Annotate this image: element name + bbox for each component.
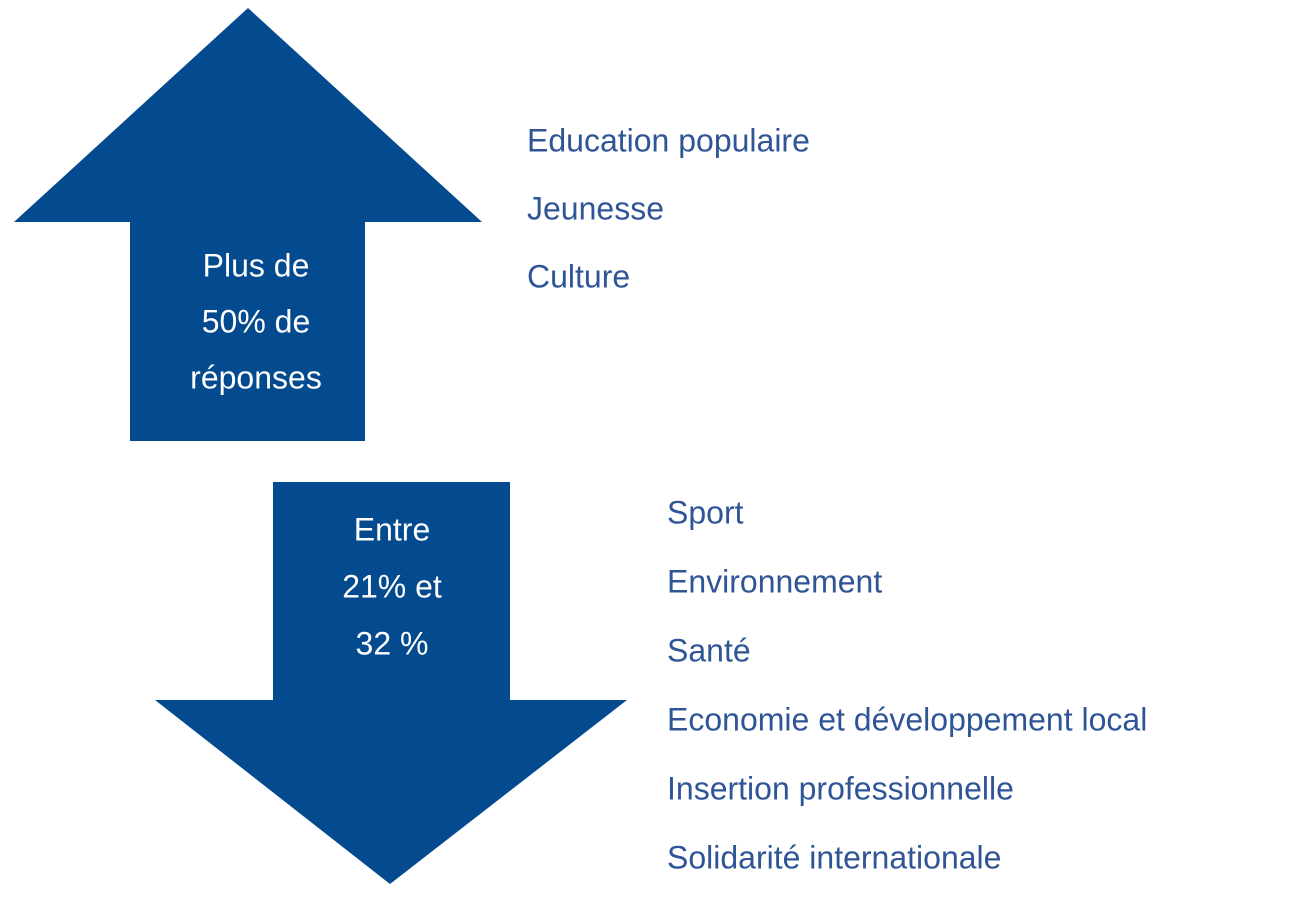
up-arrow [14,8,482,441]
arrow-label: 21% et [342,568,442,604]
list-item: Santé [667,632,751,668]
list-item: Economie et développement local [667,701,1147,737]
list-item: Insertion professionnelle [667,770,1014,806]
list-item: Sport [667,494,744,530]
list-item: Jeunesse [527,190,664,226]
list-item: Environnement [667,563,882,599]
arrow-label: Plus de [203,247,310,283]
list-item: Education populaire [527,122,810,158]
down-arrow [155,482,627,884]
arrow-label: 50% de [202,303,311,339]
list-item: Solidarité internationale [667,839,1001,875]
arrow-label: réponses [190,359,322,395]
arrow-label: 32 % [356,625,429,661]
arrow-label: Entre [354,511,430,547]
list-item: Culture [527,258,630,294]
